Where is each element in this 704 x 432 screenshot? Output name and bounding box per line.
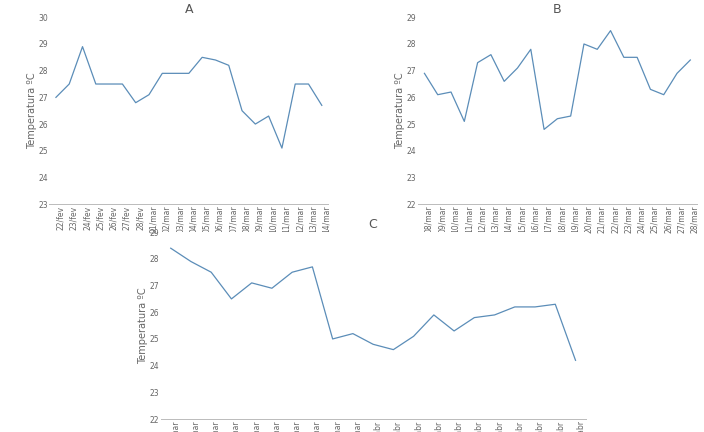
Title: A: A bbox=[184, 3, 193, 16]
Y-axis label: Temperatura ºC: Temperatura ºC bbox=[396, 73, 406, 149]
Title: B: B bbox=[553, 3, 562, 16]
Y-axis label: Temperatura ºC: Temperatura ºC bbox=[27, 73, 37, 149]
Title: C: C bbox=[369, 218, 377, 231]
Y-axis label: Temperatura ºC: Temperatura ºC bbox=[138, 287, 149, 364]
